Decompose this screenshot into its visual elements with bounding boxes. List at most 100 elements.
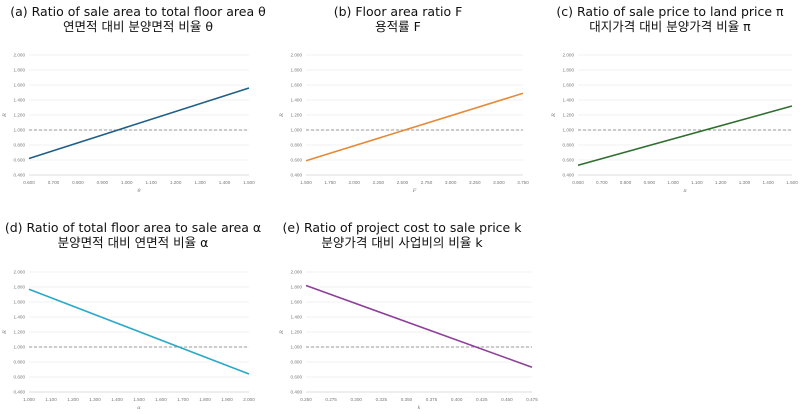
y-axis-label: R [279, 330, 285, 335]
x-tick-label: 1.500 [300, 180, 312, 185]
y-tick-label: 1.200 [14, 330, 26, 335]
x-tick-label: 1.600 [155, 397, 167, 402]
x-tick-label: 1.300 [739, 180, 751, 185]
x-tick-label: 1.500 [786, 180, 798, 185]
x-tick-label: 1.200 [67, 397, 79, 402]
chart-title: (e) Ratio of project cost to sale price … [283, 220, 523, 235]
y-tick-label: 1.400 [291, 315, 303, 320]
y-tick-label: 1.400 [14, 315, 26, 320]
x-tick-label: 1.400 [111, 397, 123, 402]
y-tick-label: 1.200 [291, 330, 303, 335]
y-tick-label: 1.600 [14, 300, 26, 305]
x-axis-label: F [412, 188, 417, 194]
x-tick-label: 0.600 [23, 180, 35, 185]
y-tick-label: 1.400 [563, 98, 575, 103]
y-axis-label: R [279, 113, 285, 118]
chart-panel-5: (e) Ratio of project cost to sale price … [279, 220, 538, 411]
x-tick-label: 1.400 [762, 180, 774, 185]
chart-title: (b) Floor area ratio F [334, 4, 463, 19]
x-tick-label: 1.500 [133, 397, 145, 402]
series-line [305, 92, 524, 162]
series-line [577, 105, 793, 167]
y-tick-label: 0.600 [14, 158, 26, 163]
series-line [28, 288, 250, 375]
x-tick-label: 0.350 [401, 397, 413, 402]
chart-subtitle: 대지가격 대비 분양가격 비율 π [589, 19, 751, 34]
y-tick-label: 0.600 [563, 158, 575, 163]
y-tick-label: 0.800 [291, 143, 303, 148]
x-tick-label: 0.250 [300, 397, 312, 402]
y-tick-label: 0.800 [563, 143, 575, 148]
x-tick-label: 3.250 [469, 180, 481, 185]
chart-title: (c) Ratio of sale price to land price π [556, 4, 784, 19]
x-tick-label: 0.475 [526, 397, 538, 402]
x-axis-label: θ [137, 188, 140, 194]
y-tick-label: 0.400 [291, 390, 303, 395]
x-tick-label: 0.375 [426, 397, 438, 402]
chart-subtitle: 분양가격 대비 사업비의 비율 k [321, 235, 483, 250]
x-tick-label: 1.500 [243, 180, 255, 185]
x-tick-label: 0.450 [501, 397, 513, 402]
y-tick-label: 1.200 [14, 113, 26, 118]
x-tick-label: 0.700 [48, 180, 60, 185]
y-tick-label: 0.600 [291, 158, 303, 163]
y-tick-label: 1.800 [563, 68, 575, 73]
y-tick-label: 1.800 [14, 68, 26, 73]
y-tick-label: 1.400 [291, 98, 303, 103]
x-tick-label: 1.300 [89, 397, 101, 402]
y-tick-label: 1.000 [14, 345, 26, 350]
y-tick-label: 1.200 [563, 113, 575, 118]
y-tick-label: 0.800 [14, 143, 26, 148]
x-tick-label: 1.750 [324, 180, 336, 185]
y-tick-label: 1.200 [291, 113, 303, 118]
x-tick-label: 0.600 [572, 180, 584, 185]
x-tick-label: 1.100 [691, 180, 703, 185]
y-tick-label: 2.000 [291, 270, 303, 275]
chart-title: (d) Ratio of total floor area to sale ar… [5, 220, 261, 235]
x-tick-label: 1.000 [667, 180, 679, 185]
chart-panel-4: (d) Ratio of total floor area to sale ar… [2, 220, 261, 411]
x-tick-label: 1.100 [45, 397, 57, 402]
x-tick-label: 1.300 [194, 180, 206, 185]
y-tick-label: 0.400 [563, 173, 575, 178]
x-tick-label: 0.325 [376, 397, 388, 402]
chart-subtitle: 용적률 F [375, 19, 421, 34]
y-tick-label: 1.600 [14, 83, 26, 88]
x-tick-label: 2.000 [348, 180, 360, 185]
y-tick-label: 0.400 [14, 173, 26, 178]
y-tick-label: 0.400 [291, 173, 303, 178]
x-tick-label: 3.000 [445, 180, 457, 185]
x-axis-label: π [682, 188, 687, 194]
x-tick-label: 1.700 [177, 397, 189, 402]
y-tick-label: 2.000 [14, 53, 26, 58]
x-tick-label: 2.000 [243, 397, 255, 402]
y-tick-label: 1.600 [291, 300, 303, 305]
x-tick-label: 0.300 [350, 397, 362, 402]
x-tick-label: 1.200 [170, 180, 182, 185]
y-tick-label: 1.800 [14, 285, 26, 290]
y-axis-label: R [2, 113, 8, 118]
x-tick-label: 1.800 [199, 397, 211, 402]
x-tick-label: 0.800 [72, 180, 84, 185]
x-tick-label: 2.750 [421, 180, 433, 185]
y-tick-label: 0.400 [14, 390, 26, 395]
x-tick-label: 0.275 [325, 397, 337, 402]
x-tick-label: 1.400 [219, 180, 231, 185]
x-tick-label: 1.900 [221, 397, 233, 402]
y-tick-label: 1.000 [14, 128, 26, 133]
y-tick-label: 0.600 [291, 375, 303, 380]
x-tick-label: 0.700 [596, 180, 608, 185]
y-tick-label: 1.400 [14, 98, 26, 103]
x-tick-label: 1.000 [121, 180, 133, 185]
chart-subtitle: 연면적 대비 분양면적 비율 θ [63, 19, 213, 34]
x-tick-label: 3.750 [517, 180, 529, 185]
x-tick-label: 2.500 [397, 180, 409, 185]
x-tick-label: 2.250 [373, 180, 385, 185]
x-tick-label: 1.200 [715, 180, 727, 185]
x-tick-label: 0.425 [476, 397, 488, 402]
y-axis-label: R [551, 113, 557, 118]
y-tick-label: 1.800 [291, 285, 303, 290]
y-tick-label: 0.800 [291, 360, 303, 365]
x-axis-label: α [137, 405, 141, 411]
